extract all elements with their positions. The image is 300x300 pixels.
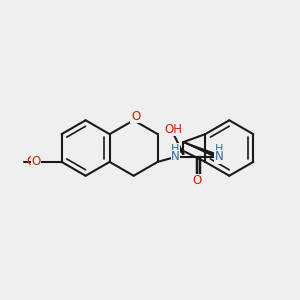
- Text: O: O: [131, 110, 140, 123]
- Text: O: O: [193, 174, 202, 187]
- Text: OH: OH: [164, 123, 182, 136]
- Text: N: N: [215, 150, 224, 164]
- Text: H: H: [171, 144, 180, 154]
- Text: O: O: [31, 155, 40, 168]
- Text: O: O: [27, 155, 36, 168]
- Polygon shape: [183, 142, 219, 159]
- Text: N: N: [171, 150, 180, 164]
- Text: H: H: [215, 144, 223, 154]
